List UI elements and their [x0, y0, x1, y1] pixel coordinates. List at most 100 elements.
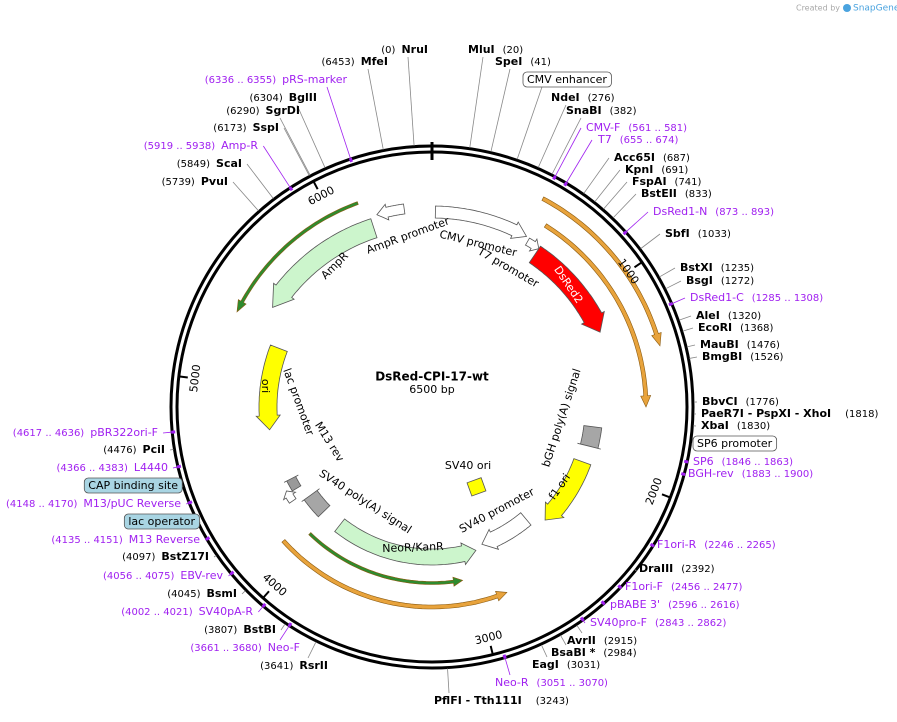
site-label: (6336 .. 6355)pRS-marker	[205, 73, 348, 86]
site-name: SV40pro-F	[590, 616, 647, 629]
site-label: (6290)SgrDI	[226, 104, 300, 117]
site-mark	[681, 474, 685, 475]
site-position: (873 .. 893)	[715, 207, 774, 218]
site-name: DsRed1-C	[690, 291, 744, 304]
site-position: (3661 .. 3680)	[190, 643, 262, 654]
site-position: (655 .. 674)	[620, 135, 679, 146]
site-name: EagI	[532, 658, 559, 671]
site-name: ScaI	[216, 157, 242, 170]
feature-arrow	[526, 238, 539, 251]
leader-line	[280, 118, 310, 175]
site-position: (1526)	[750, 352, 783, 363]
site-name: MluI	[468, 43, 495, 56]
site-position: (2915)	[604, 636, 637, 647]
site-name: BstZ17I	[161, 550, 209, 563]
site-name: pBR322ori-F	[90, 426, 158, 439]
site-label: pBABE 3'(2596 .. 2616)	[610, 598, 740, 611]
site-label: NdeI(276)	[551, 91, 615, 104]
site-position: (6304)	[250, 93, 283, 104]
site-name: F1ori-R	[657, 538, 697, 551]
site-label: (4148 .. 4170)M13/pUC Reverse	[6, 497, 181, 510]
site-position: (1272)	[721, 276, 754, 287]
site-position: (41)	[530, 57, 551, 68]
site-name: CAP binding site	[88, 479, 178, 492]
site-position: (1818)	[845, 409, 878, 420]
leader-line	[679, 316, 691, 320]
site-label: F1ori-F(2456 .. 2477)	[625, 580, 742, 593]
site-name: DraIII	[639, 562, 673, 575]
site-label: (3807)BstBI	[204, 623, 276, 636]
site-position: (833)	[685, 189, 712, 200]
site-name: MfeI	[361, 55, 388, 68]
tick-mark	[491, 646, 493, 654]
leader-line	[163, 432, 171, 433]
leader-line	[683, 328, 693, 331]
site-position: (1285 .. 1308)	[752, 293, 824, 304]
feature-arrow	[302, 489, 330, 517]
site-name: XbaI	[701, 419, 729, 432]
feature-label: SV40 ori	[445, 459, 491, 472]
site-label: PflFI - Tth111I(3243)	[434, 694, 569, 707]
feature-box	[467, 478, 486, 496]
site-mark	[289, 623, 291, 626]
leader-line	[689, 357, 697, 358]
site-mark	[290, 187, 292, 190]
site-mark	[651, 544, 654, 546]
site-label: (3661 .. 3680) Neo-F	[190, 641, 300, 654]
site-name: PflFI - Tth111I	[434, 694, 522, 707]
tick-label: 1000	[615, 256, 642, 286]
site-mark	[206, 538, 209, 540]
site-label: EcoRI(1368)	[698, 321, 774, 334]
site-name: SpeI	[495, 55, 522, 68]
leader-line	[408, 57, 414, 146]
leader-line	[214, 556, 216, 557]
site-position: (6453)	[321, 57, 354, 68]
tick-label: 2000	[643, 476, 665, 507]
site-label: (6453) MfeI	[321, 55, 388, 68]
site-mark	[230, 572, 233, 575]
site-name: Neo-F	[268, 641, 300, 654]
site-label: BsaBI *(2984)	[551, 646, 637, 659]
site-label: T7(655 .. 674)	[597, 133, 679, 146]
leader-line	[280, 626, 289, 640]
site-name: BstEII	[641, 187, 677, 200]
site-name: SgrDI	[266, 104, 300, 117]
site-label: (6304) BglII	[250, 91, 317, 104]
leader-line	[541, 645, 547, 657]
tick-mark	[180, 376, 188, 377]
leader-line	[242, 591, 245, 594]
feature-label: bGH poly(A) signal	[539, 367, 583, 469]
site-position: (3641)	[260, 661, 293, 672]
site-name: SbfI	[665, 227, 690, 240]
site-position: (1830)	[737, 421, 770, 432]
leader-line	[258, 607, 262, 612]
site-mark	[565, 182, 567, 185]
site-position: (4617 .. 4636)	[13, 428, 85, 439]
leader-line	[687, 345, 695, 347]
site-label: SnaBI(382)	[566, 104, 637, 117]
site-name: NdeI	[551, 91, 580, 104]
site-position: (2246 .. 2265)	[704, 540, 776, 551]
site-position: (1883 .. 1900)	[742, 469, 814, 480]
leader-line	[555, 128, 581, 176]
site-label: BGH-rev(1883 .. 1900)	[688, 467, 813, 480]
site-name: BstXI	[680, 261, 713, 274]
brand-prefix: Created by	[796, 4, 840, 13]
site-label: DsRed1-C (1285 .. 1308)	[690, 291, 823, 304]
site-mark	[350, 158, 351, 162]
site-position: (2843 .. 2862)	[655, 618, 727, 629]
site-name: SP6 promoter	[697, 437, 773, 450]
tick-label: 5000	[187, 364, 203, 393]
feature-arrow	[284, 491, 296, 503]
leader-line	[247, 164, 273, 199]
site-name: SspI	[253, 121, 279, 134]
site-position: (5739)	[162, 177, 195, 188]
site-label: SP6 promoter	[697, 437, 773, 450]
site-position: (1235)	[721, 263, 754, 274]
site-position: (6173)	[213, 123, 246, 134]
site-name: lac operator	[128, 515, 195, 528]
site-position: (1368)	[740, 323, 773, 334]
leader-line	[228, 574, 230, 576]
site-name: BglII	[289, 91, 317, 104]
site-position: (4002 .. 4021)	[121, 607, 193, 618]
